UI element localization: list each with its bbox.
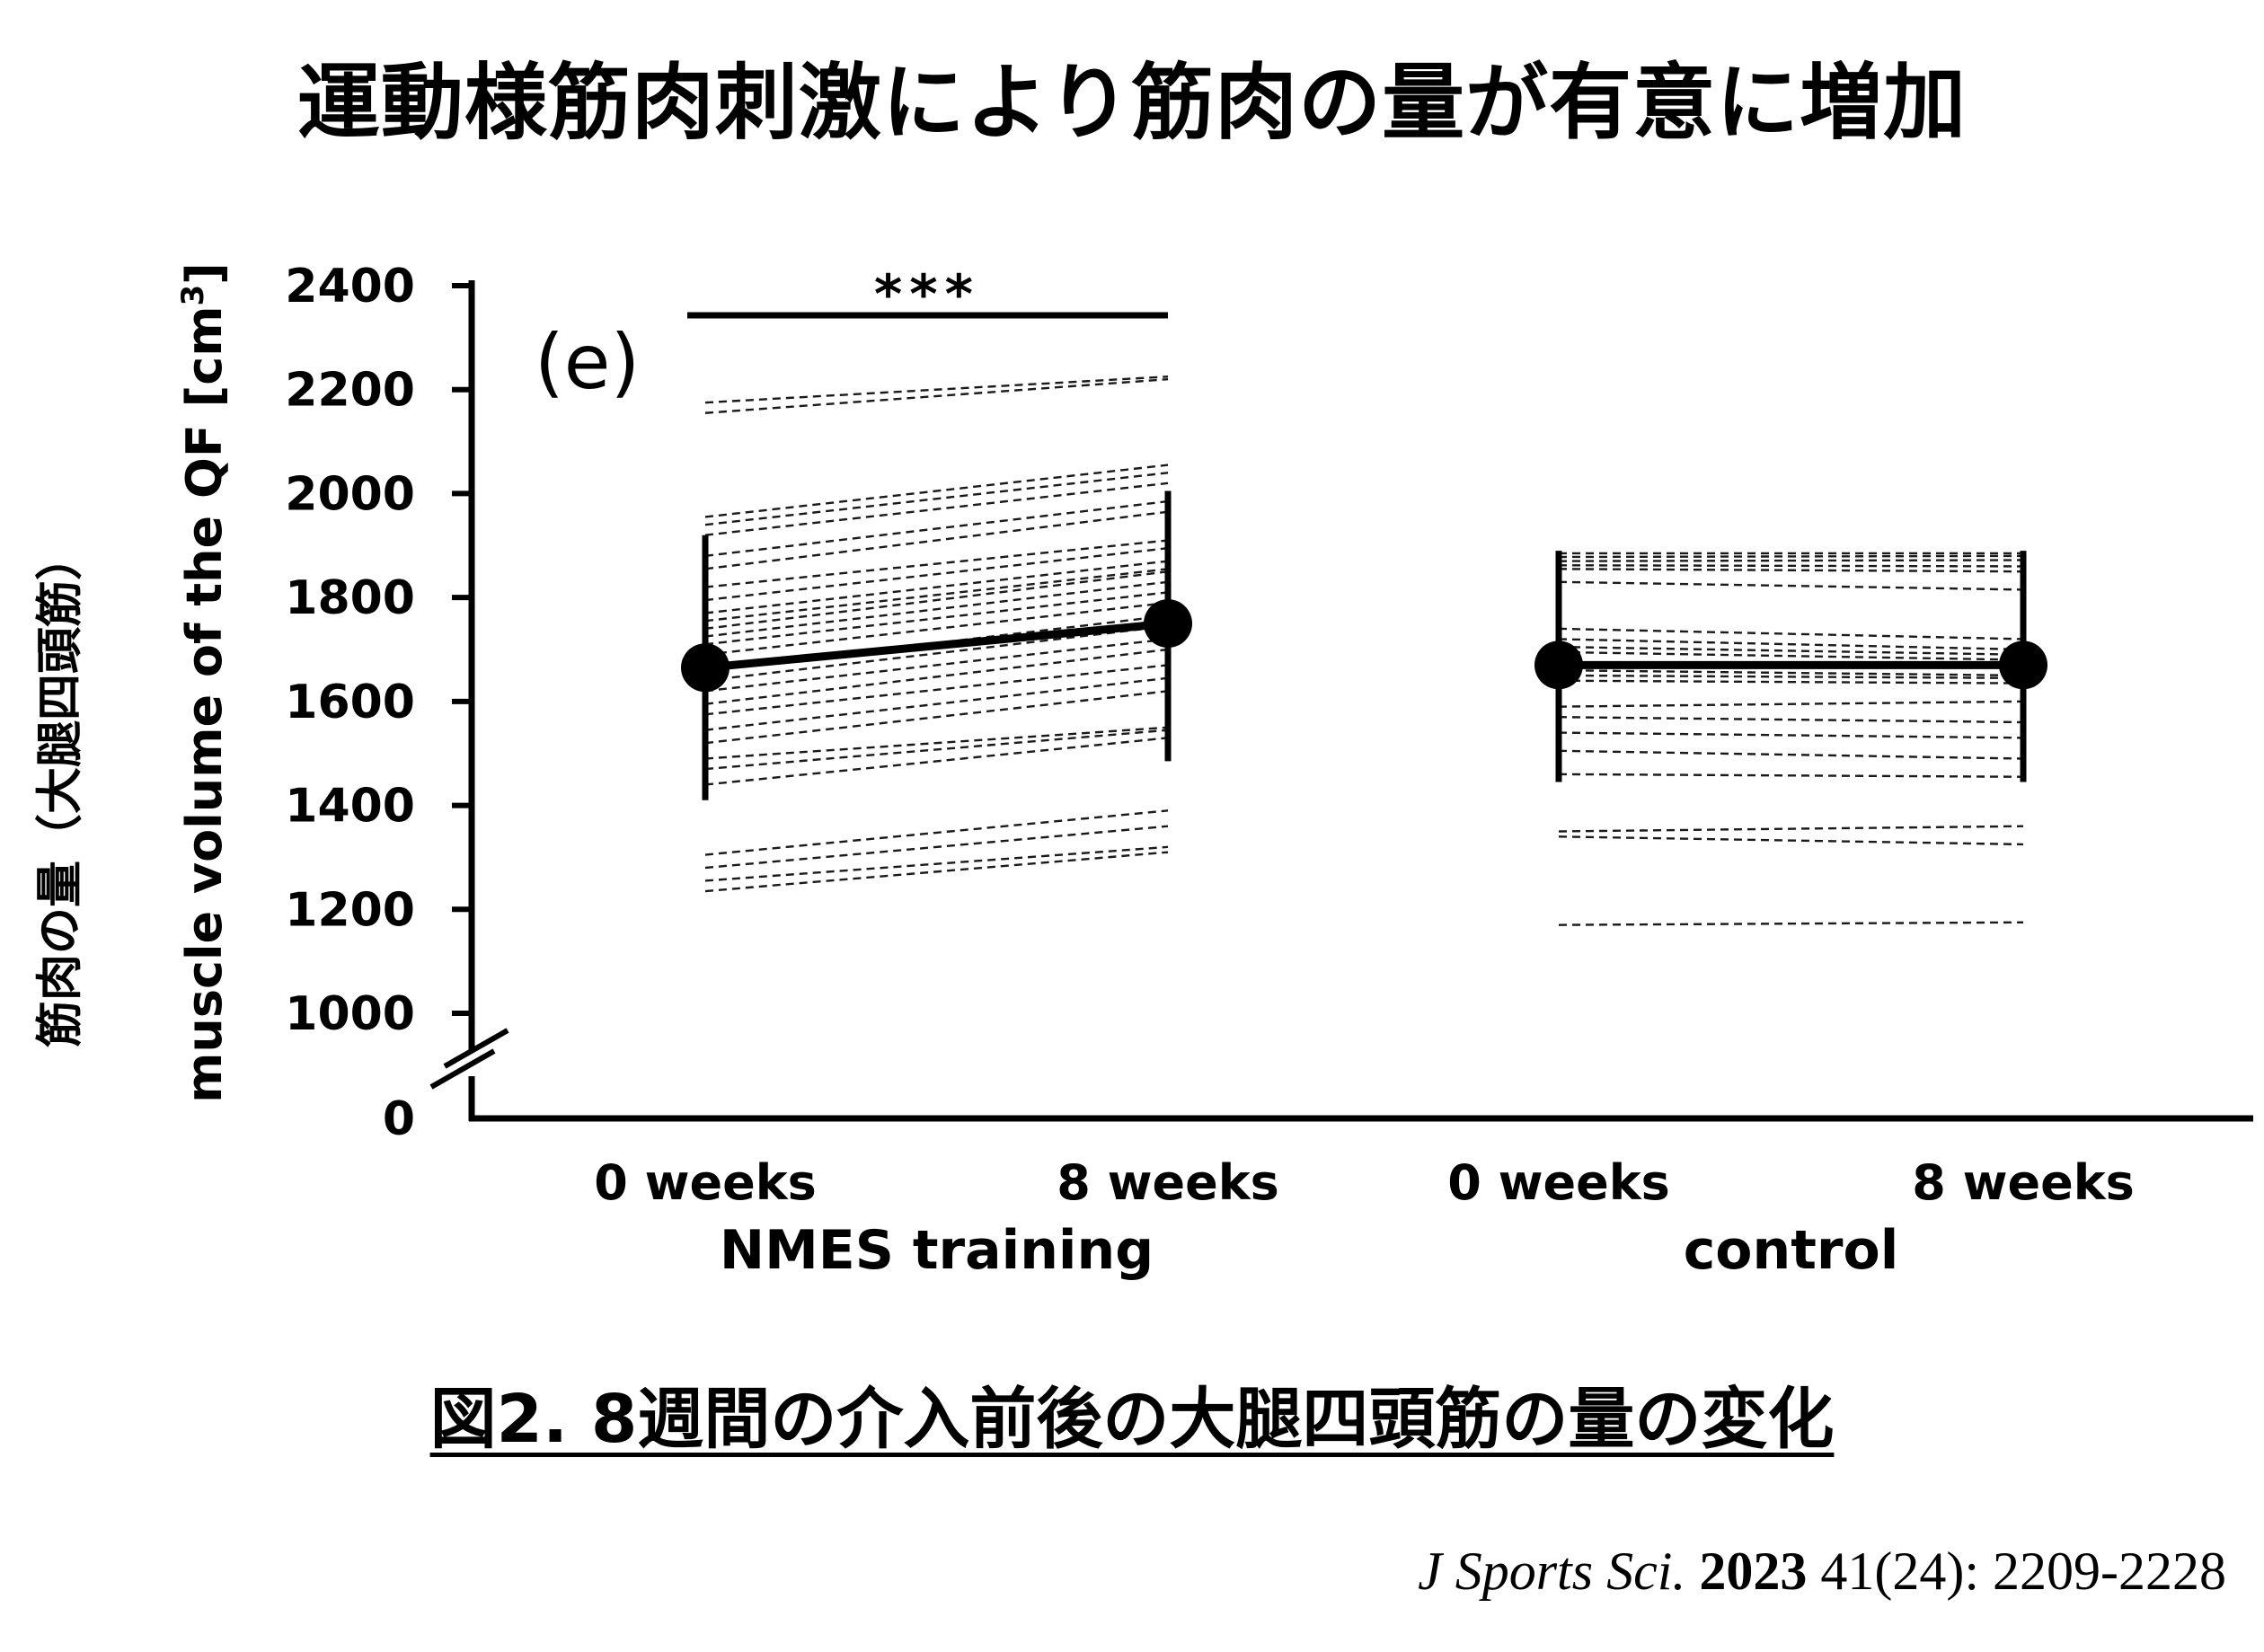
individual-line: [704, 664, 1169, 716]
individual-line: [704, 809, 1169, 856]
individual-line: [1558, 627, 2024, 640]
individual-line: [704, 546, 1169, 602]
y-tick-label: 2000: [285, 467, 415, 521]
x-category-label: 8 weeks: [1912, 1154, 2135, 1211]
individual-line: [1558, 638, 2024, 651]
muscle-volume-chart: 0 1000 1200 1400 1600 1800 2000 2200 2400 *** (e) m…: [175, 260, 2253, 1282]
individual-line: [704, 580, 1169, 638]
individual-line: [1558, 731, 2024, 739]
mean-point: [1999, 640, 2047, 690]
individual-line: [704, 648, 1169, 705]
y-tick-label: 0: [383, 1092, 415, 1146]
individual-line: [704, 737, 1169, 786]
y-tick-label: 2200: [285, 364, 415, 418]
individual-line: [1558, 700, 2024, 708]
individual-line: [704, 377, 1169, 414]
individual-line: [704, 690, 1169, 745]
individual-line: [704, 472, 1169, 526]
individual-line: [704, 851, 1169, 893]
individual-line: [704, 624, 1169, 682]
individual-line: [704, 375, 1169, 404]
individual-line: [1558, 674, 2024, 680]
page-title: 運動様筋肉刺激により筋肉の量が有意に増加: [296, 55, 1968, 151]
y-tick-label: 1200: [285, 883, 415, 937]
axis-break-mark: [443, 1028, 509, 1069]
significance-stars: ***: [874, 263, 980, 326]
individual-line: [1558, 559, 2024, 562]
individual-line: [704, 570, 1169, 631]
axis-break-mark: [429, 1048, 496, 1090]
individual-line: [704, 510, 1169, 570]
individual-line: [704, 539, 1169, 588]
individual-line: [1558, 568, 2024, 573]
x-category-label: 8 weeks: [1057, 1154, 1279, 1211]
individual-line: [704, 568, 1169, 623]
individual-line: [1558, 835, 2024, 846]
figure-caption: 図2. 8週間の介入前後の大腿四頭筋の量の変化: [429, 1381, 1835, 1458]
individual-line: [704, 591, 1169, 646]
group-label: control: [1684, 1219, 1899, 1282]
individual-line: [1558, 749, 2024, 760]
y-tick-label: 1600: [285, 676, 415, 729]
individual-line: [1558, 716, 2024, 724]
mean-lines: [681, 599, 2047, 693]
individual-line: [704, 464, 1169, 518]
individual-line: [704, 638, 1169, 693]
individual-line: [704, 499, 1169, 558]
x-category-label: 0 weeks: [594, 1154, 817, 1211]
individual-line: [1558, 921, 2024, 926]
chart-text: 0 1000 1200 1400 1600 1800 2000 2200 2400 *** (e) m…: [175, 260, 2135, 1282]
individual-line: [1558, 564, 2024, 568]
citation: J Sports Sci. 2023 41(24): 2209-2228: [1418, 1541, 2226, 1603]
individual-line: [1558, 825, 2024, 833]
citation-journal: J Sports Sci.: [1418, 1542, 1686, 1601]
individual-line: [704, 825, 1169, 870]
y-axis-label-bracket: ]: [176, 262, 233, 285]
individual-line: [704, 726, 1169, 760]
y-axis-label-superscript: 3: [175, 285, 211, 306]
y-axis-label: muscle volume of the QF [cm3]: [175, 262, 233, 1103]
y-tick-label: 1000: [285, 987, 415, 1041]
citation-volume-pages: 41(24): 2209-2228: [1820, 1542, 2226, 1601]
mean-point: [681, 643, 730, 693]
y-tick-label: 2400: [285, 260, 415, 314]
mean-point: [1144, 599, 1192, 649]
individual-line: [1558, 554, 2024, 559]
individual-line: [1558, 668, 2024, 677]
y-axis-label-main: muscle volume of the QF [cm: [176, 305, 233, 1102]
individual-line: [1558, 679, 2024, 685]
citation-year: 2023: [1699, 1542, 1808, 1601]
mean-point: [1534, 640, 1583, 690]
y-tick-label: 1400: [285, 780, 415, 834]
y-tick-label: 1800: [285, 571, 415, 625]
individual-line: [704, 845, 1169, 882]
individual-line: [1558, 650, 2024, 661]
group-label: NMES training: [720, 1219, 1154, 1282]
individual-line: [1558, 580, 2024, 591]
individual-line: [1558, 645, 2024, 656]
individual-line: [704, 601, 1169, 656]
individual-lines: [704, 375, 2024, 926]
individual-line: [704, 729, 1169, 771]
mean-line: [704, 619, 1169, 672]
individual-line: [1558, 773, 2024, 778]
individual-line: [704, 676, 1169, 731]
x-category-label: 0 weeks: [1447, 1154, 1670, 1211]
axes: [429, 280, 2253, 1122]
individual-line: [704, 560, 1169, 614]
panel-label: (e): [535, 318, 640, 406]
individual-line: [704, 481, 1169, 536]
